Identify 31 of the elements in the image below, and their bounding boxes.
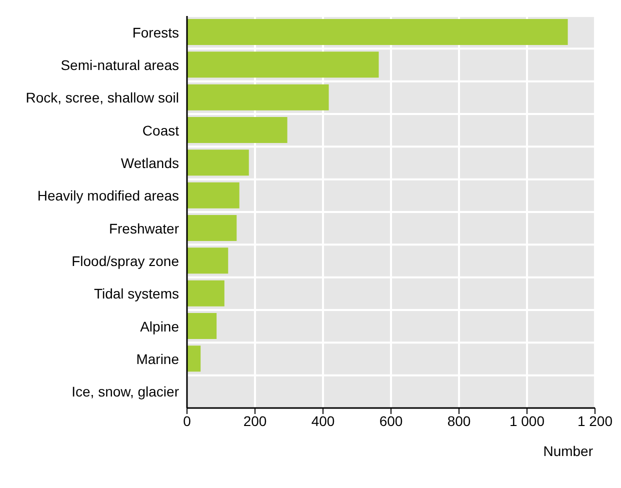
- x-tick-label: 1 200: [577, 412, 613, 429]
- y-tick-label: Wetlands: [120, 154, 179, 171]
- y-tick-label: Heavily modified areas: [37, 188, 179, 204]
- y-tick-label: Tidal systems: [94, 286, 179, 302]
- bar: [187, 346, 201, 372]
- bar: [187, 52, 379, 78]
- x-tick-label: 600: [379, 412, 403, 429]
- y-tick-label: Coast: [142, 122, 180, 138]
- y-tick-label: Freshwater: [108, 220, 180, 236]
- x-tick-label: 0: [183, 412, 192, 429]
- bar: [187, 117, 288, 143]
- y-tick-label: Flood/spray zone: [72, 252, 180, 269]
- bar: [187, 313, 217, 339]
- y-tick-label: Rock, scree, shallow soil: [26, 90, 179, 106]
- bar: [187, 84, 329, 110]
- bar: [187, 150, 249, 176]
- y-tick-label: Semi-natural areas: [60, 56, 179, 73]
- bar: [187, 280, 224, 306]
- y-tick-label: Forests: [132, 24, 179, 40]
- x-axis-title: Number: [543, 443, 594, 459]
- bar: [187, 215, 237, 241]
- y-tick-label: Marine: [136, 350, 180, 367]
- bar: [187, 182, 240, 208]
- y-tick-label: Ice, snow, glacier: [72, 384, 180, 400]
- bar: [187, 248, 228, 274]
- x-tick-label: 400: [311, 412, 335, 429]
- x-tick-label: 800: [447, 412, 471, 429]
- x-tick-label: 1 000: [509, 412, 545, 429]
- bar: [187, 19, 568, 45]
- y-tick-label: Alpine: [140, 318, 180, 334]
- x-tick-label: 200: [243, 412, 267, 429]
